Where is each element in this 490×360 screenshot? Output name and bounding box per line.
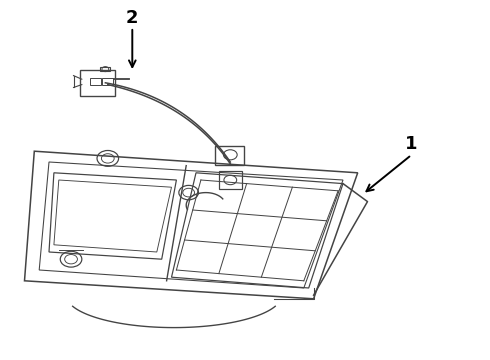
Text: 2: 2 — [126, 9, 139, 27]
Text: 1: 1 — [405, 135, 418, 153]
